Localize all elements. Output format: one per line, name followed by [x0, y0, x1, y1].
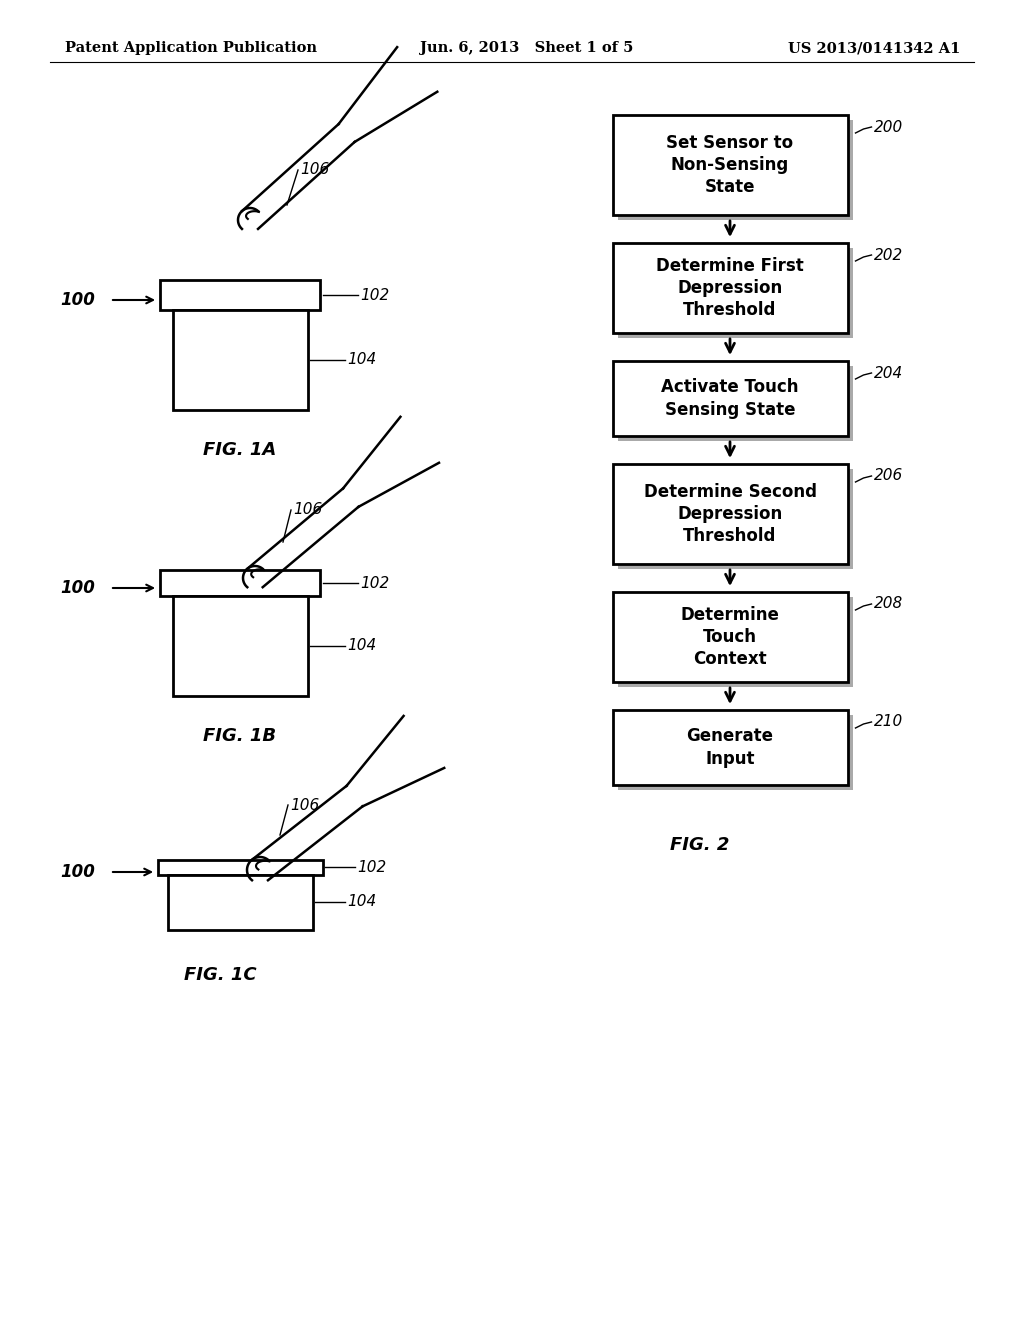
- Text: 104: 104: [347, 895, 376, 909]
- Text: 102: 102: [360, 576, 389, 590]
- Bar: [617, 366, 853, 441]
- Text: Generate
Input: Generate Input: [686, 727, 773, 768]
- Text: 208: 208: [873, 597, 903, 611]
- Bar: [612, 360, 848, 436]
- Bar: [160, 280, 319, 310]
- Text: 102: 102: [357, 859, 386, 874]
- Text: FIG. 1C: FIG. 1C: [183, 966, 256, 983]
- Text: Determine Second
Depression
Threshold: Determine Second Depression Threshold: [643, 483, 816, 545]
- Text: 206: 206: [873, 469, 903, 483]
- Bar: [617, 248, 853, 338]
- Text: 100: 100: [60, 863, 95, 880]
- Bar: [160, 570, 319, 597]
- Bar: [168, 875, 312, 931]
- Text: 210: 210: [873, 714, 903, 730]
- Text: 104: 104: [347, 639, 376, 653]
- Bar: [612, 710, 848, 785]
- Bar: [172, 310, 307, 411]
- Text: US 2013/0141342 A1: US 2013/0141342 A1: [787, 41, 961, 55]
- Text: 102: 102: [360, 288, 389, 302]
- Bar: [612, 591, 848, 682]
- Text: 202: 202: [873, 248, 903, 263]
- Text: 200: 200: [873, 120, 903, 135]
- Bar: [172, 597, 307, 696]
- Text: 100: 100: [60, 290, 95, 309]
- Text: Determine First
Depression
Threshold: Determine First Depression Threshold: [656, 257, 804, 319]
- Text: Patent Application Publication: Patent Application Publication: [65, 41, 317, 55]
- Text: 106: 106: [290, 797, 319, 813]
- Text: 106: 106: [300, 162, 330, 177]
- Text: FIG. 1A: FIG. 1A: [204, 441, 276, 459]
- Bar: [617, 597, 853, 686]
- Bar: [612, 243, 848, 333]
- Text: 106: 106: [293, 503, 323, 517]
- Bar: [617, 120, 853, 220]
- Bar: [617, 469, 853, 569]
- Text: 204: 204: [873, 366, 903, 380]
- Text: Jun. 6, 2013   Sheet 1 of 5: Jun. 6, 2013 Sheet 1 of 5: [420, 41, 634, 55]
- Bar: [617, 715, 853, 789]
- Text: Determine
Touch
Context: Determine Touch Context: [681, 606, 779, 668]
- Text: Set Sensor to
Non-Sensing
State: Set Sensor to Non-Sensing State: [667, 133, 794, 197]
- Bar: [158, 861, 323, 875]
- Text: 104: 104: [347, 352, 376, 367]
- Text: FIG. 2: FIG. 2: [671, 836, 730, 854]
- Text: 100: 100: [60, 579, 95, 597]
- Text: FIG. 1B: FIG. 1B: [204, 727, 276, 744]
- Text: Activate Touch
Sensing State: Activate Touch Sensing State: [662, 379, 799, 418]
- Bar: [612, 115, 848, 215]
- Bar: [612, 465, 848, 564]
